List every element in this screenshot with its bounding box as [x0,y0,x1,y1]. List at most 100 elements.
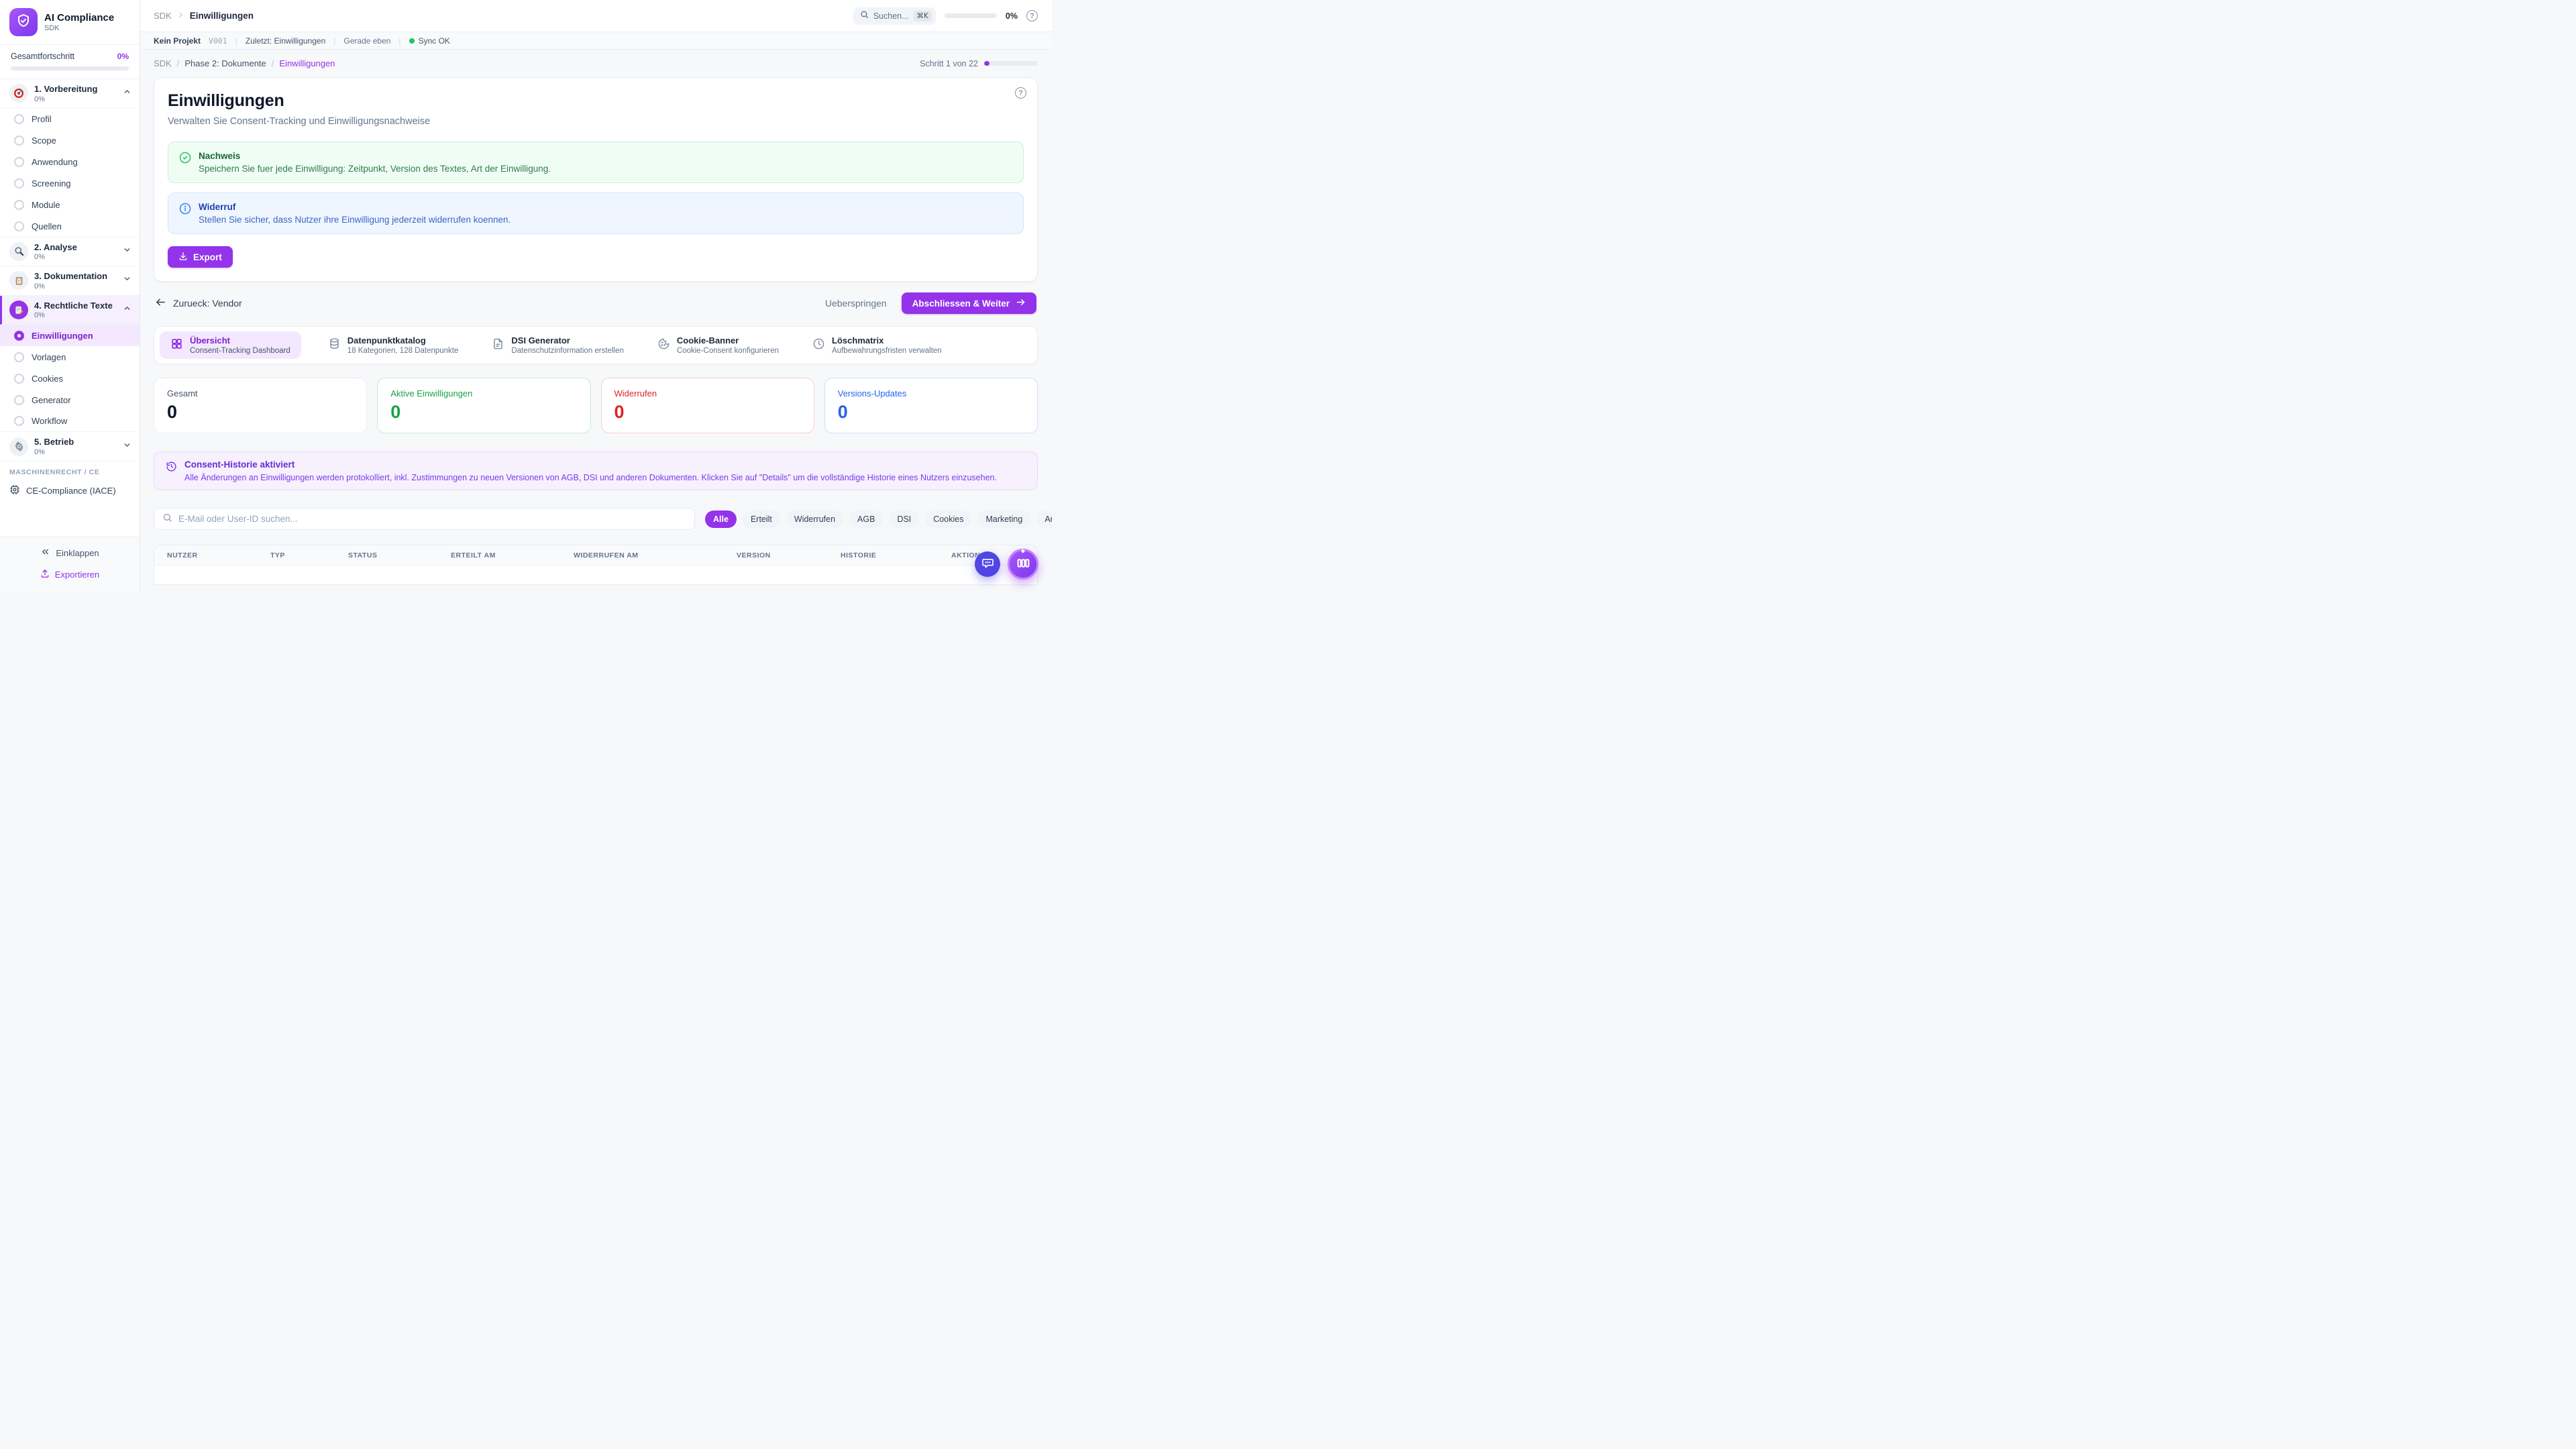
col-nutzer: NUTZER [167,551,198,559]
help-icon[interactable]: ? [1026,10,1038,21]
breadcrumb-root[interactable]: SDK [154,11,172,21]
sidebar-item-profil[interactable]: Profil [0,109,140,130]
chevron-down-icon [123,274,131,286]
stat-widerrufen: Widerrufen 0 [600,378,814,434]
sidebar-item-ce-compliance[interactable]: CE-Compliance (IACE) [0,479,140,502]
magnifier-icon [9,241,28,261]
upload-icon [40,569,50,580]
tab-dsi-generator[interactable]: DSI Generator Datenschutzinformation erst… [485,331,630,359]
user-search-input[interactable] [178,514,686,525]
stat-label: Versions-Updates [837,388,907,399]
section-label: 1. Vorbereitung [34,84,98,94]
stat-cards: Gesamt 0 Aktive Einwilligungen 0 Widerru… [154,378,1038,434]
tool-tabs: Übersicht Consent-Tracking Dashboard Date… [154,326,1038,365]
stat-label: Gesamt [167,388,198,399]
user-search-field[interactable] [154,508,695,531]
alert-nachweis: Nachweis Speichern Sie fuer jede Einwill… [168,142,1024,183]
sidebar-item-label: Vorlagen [32,352,66,362]
stat-gesamt: Gesamt 0 [154,378,368,434]
sidebar-item-label: Cookies [32,373,63,384]
chip-marketing[interactable]: Marketing [977,510,1031,528]
keyboard-shortcut-badge: ⌘K [913,10,932,21]
sidebar-item-anwendung[interactable]: Anwendung [0,152,140,173]
document-icon [492,337,504,354]
sidebar-item-vorlagen[interactable]: Vorlagen [0,346,140,368]
back-button[interactable]: Zurueck: Vendor [155,297,242,310]
sidebar-section-betrieb[interactable]: 5. Betrieb 0% [0,432,140,462]
skip-button[interactable]: Ueberspringen [824,298,887,309]
main-column: SDK Einwilligungen Suchen... ⌘K 0% ? Kei… [140,0,1052,592]
sidebar-item-einwilligungen[interactable]: Einwilligungen [0,325,140,347]
chat-fab-button[interactable] [975,551,1000,577]
sidebar-section-analyse[interactable]: 2. Analyse 0% [0,237,140,267]
divider: | [235,36,237,46]
alert-widerruf: Widerruf Stellen Sie sicher, dass Nutzer… [168,193,1024,234]
memo-pencil-icon [9,301,28,320]
export-button[interactable]: Export [168,246,233,268]
section-percent: 0% [34,95,45,103]
stat-value: 0 [837,402,848,423]
section-label: 3. Dokumentation [34,271,108,282]
chip-cookies[interactable]: Cookies [925,510,972,528]
sidebar-item-label: Quellen [32,221,62,231]
grid-icon [170,337,183,354]
sidebar-item-generator[interactable]: Generator [0,389,140,411]
chip-dsi[interactable]: DSI [889,510,920,528]
sidebar-item-quellen[interactable]: Quellen [0,216,140,237]
sync-label: Sync OK [418,36,450,46]
collapse-sidebar-button[interactable]: Einklappen [7,542,133,564]
last-saved-time: Gerade eben [343,36,391,46]
page-subtitle: Verwalten Sie Consent-Tracking und Einwi… [168,116,431,127]
complete-next-button[interactable]: Abschliessen & Weiter [901,292,1036,314]
sidebar-item-label: Anwendung [32,157,78,168]
tab-uebersicht[interactable]: Übersicht Consent-Tracking Dashboard [160,331,301,360]
chip-agb[interactable]: AGB [849,510,883,528]
sidebar-group-label: MASCHINENRECHT / CE [9,468,100,476]
sidebar-section-rechtliche-texte[interactable]: 4. Rechtliche Texte 0% [0,295,140,325]
sidebar-item-label: Generator [32,394,71,405]
panels-fab-button[interactable] [1008,549,1038,580]
divider: | [333,36,336,46]
sidebar-export-button[interactable]: Exportieren [7,564,133,585]
radio-icon [14,114,24,125]
chat-bubble-icon [981,557,994,572]
radio-icon [14,200,24,211]
sidebar-item-workflow[interactable]: Workflow [0,411,140,433]
search-icon [860,10,869,22]
col-erteilt-am: ERTEILT AM [451,551,496,559]
chip-erteilt[interactable]: Erteilt [742,510,780,528]
sidebar-item-screening[interactable]: Screening [0,173,140,195]
chevron-down-icon [123,246,131,258]
topbar-right: Suchen... ⌘K 0% ? [853,7,1038,25]
sidebar-item-scope[interactable]: Scope [0,130,140,152]
sidebar-section-vorbereitung[interactable]: 1. Vorbereitung 0% [0,79,140,109]
section-percent: 0% [34,447,45,456]
col-widerrufen-am: WIDERRUFEN AM [574,551,639,559]
history-banner-body: Alle Änderungen an Einwilligungen werden… [184,473,997,483]
sidebar-nav: 1. Vorbereitung 0% Profil Scope Anwendun… [0,79,140,537]
history-clock-icon [166,461,177,482]
topbar-breadcrumb: SDK Einwilligungen [154,10,254,22]
sidebar-item-cookies[interactable]: Cookies [0,368,140,389]
sidebar-section-dokumentation[interactable]: 3. Dokumentation 0% [0,266,140,296]
radio-icon [14,221,24,231]
chip-analyse[interactable]: Analyse [1036,510,1052,528]
chip-widerrufen[interactable]: Widerrufen [786,510,844,528]
card-help-icon[interactable]: ? [1015,87,1026,99]
section-label: 2. Analyse [34,241,77,252]
sidebar-item-label: Module [32,200,60,211]
tab-cookie-banner[interactable]: Cookie-Banner Cookie-Consent konfiguriere… [651,331,786,359]
clock-icon [812,337,825,354]
radio-icon [14,373,24,384]
radio-icon [14,416,24,427]
sidebar-item-module[interactable]: Module [0,195,140,216]
breadcrumb-phase[interactable]: Phase 2: Dokumente [184,58,266,68]
target-icon [9,84,28,103]
history-banner-title: Consent-Historie aktiviert [184,460,295,470]
global-search[interactable]: Suchen... ⌘K [853,7,936,25]
tab-datenpunktkatalog[interactable]: Datenpunktkatalog 18 Kategorien, 128 Date… [321,331,466,359]
tab-loeschmatrix[interactable]: Löschmatrix Aufbewahrungsfristen verwalte… [806,331,949,359]
breadcrumb-sdk[interactable]: SDK [154,58,172,68]
col-typ: TYP [270,551,285,559]
chip-alle[interactable]: Alle [705,510,737,528]
